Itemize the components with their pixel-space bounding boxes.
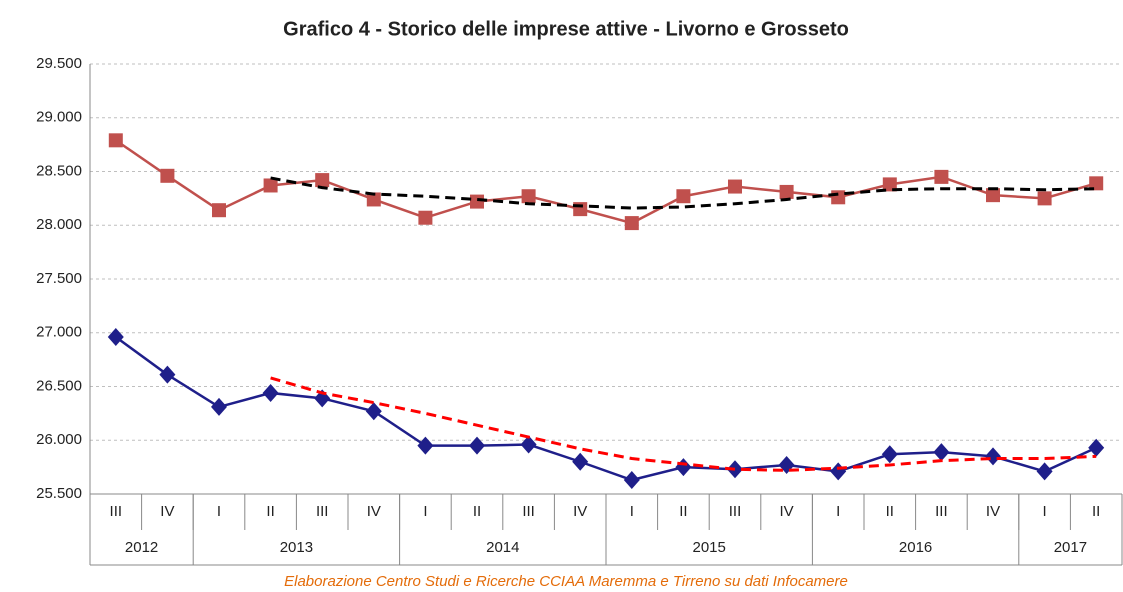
marker bbox=[675, 458, 692, 477]
series-line bbox=[115, 139, 1097, 225]
marker bbox=[881, 445, 898, 464]
marker bbox=[108, 133, 123, 148]
year-label: 2015 bbox=[693, 539, 726, 556]
x-tick-label: II bbox=[886, 503, 894, 520]
x-tick-label: III bbox=[729, 503, 742, 520]
y-tick-label: 28.500 bbox=[36, 162, 82, 179]
marker bbox=[779, 184, 794, 199]
year-label: 2017 bbox=[1054, 539, 1087, 556]
marker bbox=[107, 328, 124, 347]
marker bbox=[469, 436, 485, 455]
marker bbox=[211, 397, 227, 416]
marker bbox=[985, 447, 1001, 466]
y-tick-label: 29.500 bbox=[36, 55, 82, 72]
source-note: Elaborazione Centro Studi e Ricerche CCI… bbox=[284, 573, 848, 590]
marker bbox=[263, 178, 278, 193]
x-tick-label: III bbox=[522, 503, 535, 520]
year-label: 2012 bbox=[125, 539, 158, 556]
x-tick-label: I bbox=[217, 503, 221, 520]
x-tick-label: I bbox=[630, 503, 634, 520]
marker bbox=[418, 210, 433, 225]
trend-line bbox=[270, 376, 1097, 472]
marker bbox=[624, 216, 639, 231]
marker bbox=[315, 173, 330, 188]
marker bbox=[830, 462, 847, 481]
x-tick-label: IV bbox=[986, 503, 1000, 520]
x-tick-label: I bbox=[423, 503, 427, 520]
year-label: 2016 bbox=[899, 539, 932, 556]
marker bbox=[676, 189, 691, 204]
marker bbox=[728, 179, 742, 194]
x-tick-label: III bbox=[316, 503, 329, 520]
marker bbox=[212, 203, 226, 218]
marker bbox=[934, 169, 949, 184]
marker bbox=[623, 471, 640, 490]
marker bbox=[417, 436, 434, 455]
x-tick-label: II bbox=[266, 503, 274, 520]
x-tick-label: IV bbox=[573, 503, 587, 520]
x-tick-label: I bbox=[836, 503, 840, 520]
marker bbox=[1036, 462, 1053, 481]
marker bbox=[727, 460, 743, 479]
marker bbox=[1089, 176, 1104, 191]
y-tick-label: 25.500 bbox=[36, 485, 82, 502]
x-tick-label: II bbox=[679, 503, 687, 520]
year-label: 2013 bbox=[280, 539, 313, 556]
marker bbox=[933, 443, 950, 462]
x-tick-label: IV bbox=[780, 503, 794, 520]
x-tick-label: IV bbox=[367, 503, 381, 520]
year-label: 2014 bbox=[486, 539, 519, 556]
x-tick-label: IV bbox=[160, 503, 174, 520]
marker bbox=[520, 435, 537, 454]
x-tick-label: II bbox=[473, 503, 481, 520]
marker bbox=[262, 383, 279, 402]
marker bbox=[366, 192, 381, 207]
x-tick-label: II bbox=[1092, 503, 1100, 520]
marker bbox=[470, 194, 484, 209]
marker bbox=[159, 365, 176, 384]
chart-title: Grafico 4 - Storico delle imprese attive… bbox=[283, 18, 849, 40]
series-line bbox=[115, 336, 1097, 482]
marker bbox=[572, 452, 589, 471]
marker bbox=[831, 190, 846, 205]
y-tick-label: 27.000 bbox=[36, 324, 82, 341]
marker bbox=[521, 189, 536, 204]
y-tick-label: 27.500 bbox=[36, 270, 82, 287]
x-tick-label: III bbox=[110, 503, 123, 520]
x-tick-label: III bbox=[935, 503, 948, 520]
marker bbox=[1037, 191, 1052, 206]
marker bbox=[365, 402, 382, 421]
marker bbox=[986, 188, 1000, 203]
marker bbox=[882, 177, 897, 192]
y-tick-label: 26.000 bbox=[36, 431, 82, 448]
marker bbox=[160, 168, 175, 183]
marker bbox=[1088, 438, 1105, 457]
y-tick-label: 29.000 bbox=[36, 109, 82, 126]
y-tick-label: 26.500 bbox=[36, 377, 82, 394]
x-tick-label: I bbox=[1043, 503, 1047, 520]
y-tick-label: 28.000 bbox=[36, 216, 82, 233]
trend-line bbox=[270, 176, 1097, 210]
